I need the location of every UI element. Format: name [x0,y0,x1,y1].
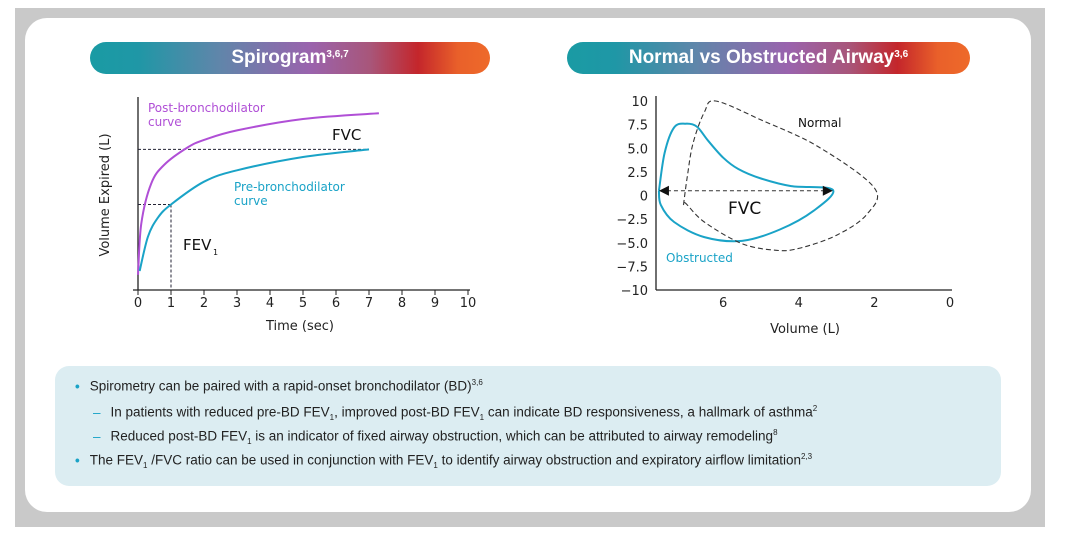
bullet: • [75,452,80,468]
series-obstructed-loop [657,122,835,243]
note-text: can indicate BD responsiveness, a hallma… [484,404,813,420]
title-text: Spirogram [231,47,327,68]
dash: – [93,428,101,444]
ref: 3,6 [471,378,483,387]
x-tick-label: 4 [795,296,803,311]
note-text: In patients with reduced pre-BD FEV [110,404,330,420]
arrow-right-icon [822,185,833,196]
ref: 2 [812,404,818,413]
y-tick-label: −7.5 [616,260,648,275]
normal-label: Normal [798,116,841,130]
spirogram-chart: 0 1 2 3 4 5 6 7 8 9 10 Time (sec) Volume Expired (L)… [98,97,477,334]
bullet: • [75,378,80,394]
sub: 1 [479,413,485,423]
note-text: to identify airway obstruction and expir… [437,452,801,468]
x-axis-label: Time (sec) [265,319,334,334]
post-bd-label: Post-bronchodilator [148,101,265,115]
note-4: • The FEV1 /FVC ratio can be used in conj… [75,452,812,470]
sub: 1 [433,461,438,471]
series-pre-curve [138,148,370,272]
ref: 8 [773,428,778,437]
x-tick-label: 1 [167,296,175,311]
ref: 2,3 [801,452,813,461]
note-2: – In patients with reduced pre-BD FEV1, i… [93,404,817,422]
x-tick-label: 8 [398,296,406,311]
dash: – [93,404,101,420]
pre-bd-label: curve [234,194,268,208]
obstructed-label: Obstructed [666,251,733,265]
x-tick-label: 6 [332,296,340,311]
x-tick-label: 4 [266,296,274,311]
note-text: , improved post-BD FEV [334,404,480,420]
y-tick-label: −5.0 [616,237,648,252]
series-post-curve [137,112,379,275]
title-refs: 3,6 [894,49,909,60]
fev1-subscript: 1 [213,248,218,257]
note-3: – Reduced post-BD FEV1 is an indicator of… [93,428,778,446]
x-tick-label: 0 [946,296,954,311]
fev1-label: FEV [183,236,212,254]
x-axis-label: Volume (L) [770,322,840,337]
post-bd-label: curve [148,115,182,129]
x-tick-label: 7 [365,296,373,311]
spirogram-title: Spirogram3,6,7 [90,42,490,74]
note-text: is an indicator of fixed airway obstruct… [251,428,774,444]
series-normal-loop [682,100,879,252]
title-refs: 3,6,7 [326,49,349,60]
sub: 1 [247,437,252,447]
title-text: Normal vs Obstructed Airway [628,47,895,68]
fvc-label: FVC [728,199,761,219]
x-tick-label: 0 [134,296,142,311]
sub: 1 [329,413,335,423]
note-1: • Spirometry can be paired with a rapid-o… [75,378,483,394]
sub: 1 [143,461,148,471]
airway-title: Normal vs Obstructed Airway3,6 [567,42,970,74]
fvc-label: FVC [332,126,361,144]
x-tick-label: 10 [460,296,477,311]
pre-bd-label: Pre-bronchodilator [234,180,345,194]
y-axis-label: Volume Expired (L) [98,133,113,256]
note-text: Spirometry can be paired with a rapid-on… [89,378,472,394]
x-tick-label: 9 [431,296,439,311]
notes-box: • Spirometry can be paired with a rapid-o… [55,366,1001,486]
y-tick-label: 0 [640,190,648,205]
y-tick-label: 7.5 [627,119,648,134]
flow-volume-chart: 10 7.5 5.0 2.5 0 −2.5 −5.0 −7.5 −10 6 4 2 0 Volume (L… [616,95,954,337]
x-tick-label: 5 [299,296,307,311]
x-tick-label: 2 [870,296,878,311]
x-tick-label: 3 [233,296,241,311]
arrow-left-icon [658,185,669,196]
y-tick-label: 5.0 [627,142,648,157]
note-text: /FVC ratio can be used in conjunction wi… [147,452,434,468]
y-tick-label: −10 [621,284,648,299]
y-tick-label: 10 [631,95,648,110]
y-tick-label: −2.5 [616,213,648,228]
y-tick-label: 2.5 [627,166,648,181]
note-text: The FEV [89,452,144,468]
x-tick-label: 2 [200,296,208,311]
note-text: Reduced post-BD FEV [110,428,248,444]
x-tick-label: 6 [719,296,727,311]
